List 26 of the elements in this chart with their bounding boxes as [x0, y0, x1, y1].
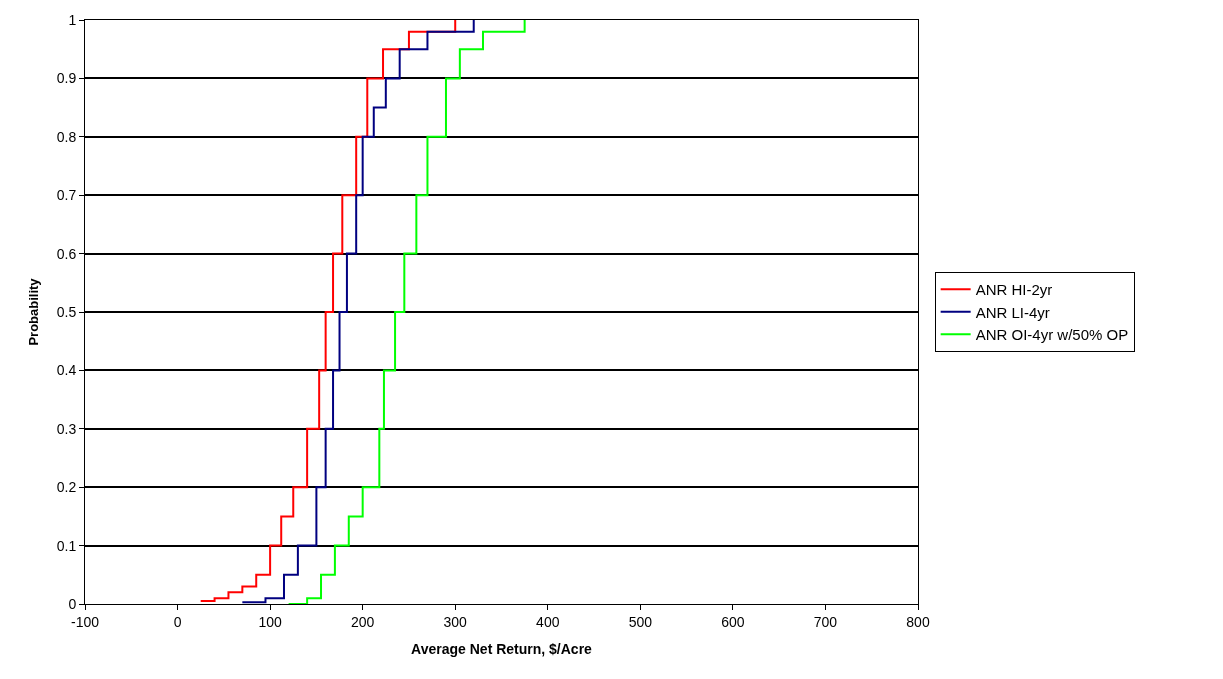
y-tick-label: 0.8: [56, 128, 77, 145]
y-tick-label: 0.9: [56, 70, 77, 87]
y-tick-label: 0.7: [56, 187, 77, 204]
x-tick-label: 0: [173, 613, 182, 630]
x-tick-label: 800: [906, 613, 930, 630]
legend-label: ANR HI-2yr: [975, 281, 1053, 299]
x-tick-label: 300: [443, 613, 468, 630]
x-tick-label: 500: [628, 613, 653, 630]
y-tick-label: 0: [68, 595, 77, 612]
y-axis-title: Probability: [25, 277, 41, 346]
y-tick-label: 0.4: [56, 362, 77, 379]
y-tick-label: 0.5: [56, 303, 77, 320]
x-tick-label: 100: [258, 613, 282, 630]
x-axis-title: Average Net Return, $/Acre: [411, 641, 593, 658]
legend-label: ANR LI-4yr: [975, 303, 1050, 321]
legend-label: ANR OI-4yr w/50% OP: [975, 326, 1129, 344]
y-tick-label: 0.1: [56, 537, 77, 554]
x-tick-label: -100: [70, 613, 100, 630]
y-tick-label: 1: [68, 11, 77, 28]
y-tick-label: 0.2: [56, 479, 77, 496]
x-tick-label: 700: [813, 613, 838, 630]
y-tick-label: 0.6: [56, 245, 77, 262]
x-tick-label: 200: [350, 613, 375, 630]
y-tick-label: 0.3: [56, 420, 77, 437]
x-tick-label: 400: [536, 613, 560, 630]
x-tick-label: 600: [721, 613, 745, 630]
